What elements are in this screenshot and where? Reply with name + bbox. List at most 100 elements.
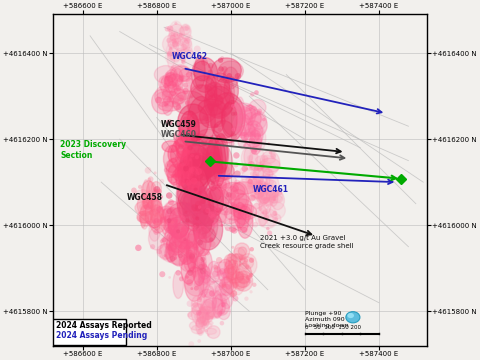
Point [264, 226, 272, 231]
Point [209, 73, 216, 79]
Ellipse shape [204, 291, 222, 308]
Point [158, 178, 166, 184]
Point [202, 306, 209, 311]
Point [174, 229, 182, 234]
Point [253, 165, 261, 171]
Ellipse shape [173, 221, 200, 243]
Point [149, 207, 157, 212]
Ellipse shape [201, 302, 215, 320]
Ellipse shape [216, 174, 226, 196]
Point [231, 204, 239, 210]
Point [221, 309, 228, 315]
Point [216, 183, 223, 189]
Ellipse shape [188, 311, 204, 320]
Ellipse shape [244, 121, 263, 147]
Point [227, 83, 235, 89]
Point [183, 245, 191, 251]
Ellipse shape [143, 196, 153, 223]
Ellipse shape [152, 89, 173, 114]
Ellipse shape [165, 161, 176, 178]
Point [219, 302, 227, 308]
Ellipse shape [168, 74, 182, 86]
Point [185, 205, 193, 211]
Ellipse shape [151, 181, 161, 195]
Ellipse shape [196, 320, 204, 327]
Ellipse shape [173, 68, 183, 94]
Ellipse shape [265, 180, 276, 188]
Ellipse shape [254, 185, 267, 194]
Ellipse shape [187, 194, 202, 224]
Point [149, 244, 156, 249]
Ellipse shape [176, 151, 187, 167]
Point [199, 303, 206, 309]
Point [218, 134, 226, 140]
Point [141, 193, 149, 198]
Point [250, 149, 258, 154]
Point [180, 56, 187, 62]
Point [186, 312, 193, 318]
Point [183, 274, 191, 280]
Ellipse shape [269, 194, 278, 203]
Ellipse shape [204, 285, 214, 298]
Point [231, 296, 239, 301]
Point [209, 181, 217, 186]
Point [196, 329, 204, 334]
Point [248, 162, 255, 167]
Point [158, 271, 166, 277]
Point [250, 175, 258, 180]
Ellipse shape [230, 189, 247, 209]
Point [221, 66, 228, 72]
Point [225, 192, 233, 198]
Point [159, 217, 167, 223]
Ellipse shape [179, 69, 192, 82]
Ellipse shape [259, 209, 277, 229]
Point [188, 341, 195, 347]
Ellipse shape [178, 159, 205, 181]
Point [252, 203, 260, 209]
Ellipse shape [169, 89, 186, 104]
Point [234, 73, 242, 79]
Ellipse shape [254, 187, 267, 205]
Ellipse shape [160, 73, 179, 97]
Point [253, 134, 261, 140]
Point [196, 175, 204, 181]
Point [207, 108, 215, 113]
Ellipse shape [149, 219, 160, 241]
Point [174, 38, 181, 44]
Ellipse shape [166, 235, 176, 256]
Ellipse shape [200, 307, 206, 323]
Point [207, 220, 215, 225]
Ellipse shape [166, 230, 187, 252]
Ellipse shape [213, 121, 233, 139]
Point [200, 297, 207, 302]
Ellipse shape [166, 45, 175, 56]
Point [219, 282, 227, 288]
Ellipse shape [178, 150, 192, 181]
Point [261, 210, 269, 216]
Ellipse shape [251, 129, 259, 144]
Point [142, 196, 150, 202]
Point [186, 270, 194, 276]
Point [204, 310, 212, 316]
Ellipse shape [230, 272, 244, 295]
Ellipse shape [230, 199, 253, 219]
Point [191, 271, 198, 277]
Point [197, 155, 204, 161]
Ellipse shape [231, 254, 245, 261]
Ellipse shape [158, 101, 180, 111]
Point [198, 306, 205, 312]
Point [233, 253, 241, 259]
Point [207, 290, 215, 296]
Point [172, 181, 180, 187]
Point [238, 255, 245, 261]
Ellipse shape [273, 214, 281, 223]
Point [166, 120, 173, 125]
Point [253, 189, 261, 194]
Ellipse shape [228, 260, 237, 284]
Ellipse shape [239, 205, 249, 232]
Point [144, 220, 152, 225]
Ellipse shape [198, 307, 214, 319]
Point [194, 206, 202, 211]
Text: WGC460: WGC460 [160, 130, 196, 139]
Ellipse shape [159, 243, 171, 260]
